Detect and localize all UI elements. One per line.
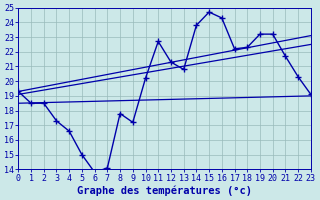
X-axis label: Graphe des températures (°c): Graphe des températures (°c) — [77, 185, 252, 196]
